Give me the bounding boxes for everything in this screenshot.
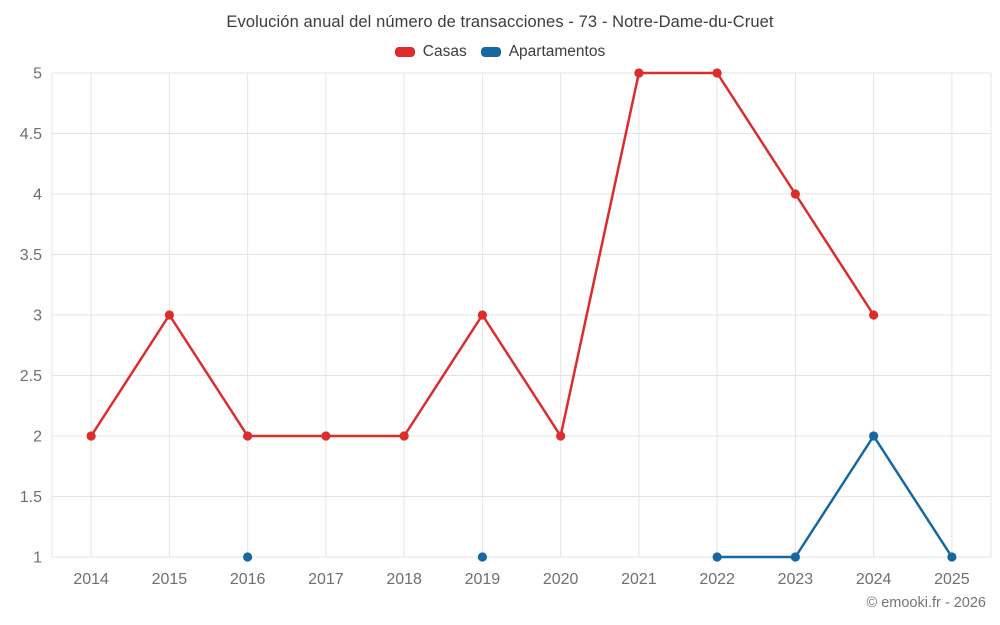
data-point-casas-2021[interactable] — [634, 68, 644, 78]
x-axis-label: 2025 — [934, 571, 970, 588]
data-point-casas-2023[interactable] — [790, 189, 800, 199]
legend-swatch-casas — [394, 47, 415, 57]
y-axis-label: 3 — [33, 308, 42, 325]
legend-item-apartamentos[interactable]: Apartamentos — [480, 43, 606, 61]
data-point-casas-2018[interactable] — [399, 431, 409, 441]
legend-label: Casas — [422, 43, 467, 60]
y-axis-label: 3.5 — [20, 247, 42, 264]
data-point-apartamentos-2025[interactable] — [947, 552, 957, 562]
y-axis-label: 4 — [33, 187, 42, 204]
data-point-casas-2024[interactable] — [869, 310, 879, 320]
data-point-apartamentos-2016[interactable] — [243, 552, 253, 562]
data-point-apartamentos-2023[interactable] — [790, 552, 800, 562]
data-point-casas-2017[interactable] — [321, 431, 331, 441]
data-point-casas-2016[interactable] — [243, 431, 253, 441]
data-point-casas-2020[interactable] — [556, 431, 566, 441]
data-point-apartamentos-2024[interactable] — [869, 431, 879, 441]
x-axis-label: 2020 — [543, 571, 579, 588]
series-line-apartamentos — [715, 434, 954, 559]
x-axis-label: 2021 — [621, 571, 657, 588]
x-axis-label: 2019 — [465, 571, 501, 588]
x-axis-label: 2014 — [73, 571, 109, 588]
y-axis-label: 1 — [33, 550, 42, 567]
legend-label: Apartamentos — [508, 43, 606, 60]
y-axis-label: 4.5 — [20, 126, 42, 143]
x-axis-label: 2024 — [856, 571, 892, 588]
legend-item-casas[interactable]: Casas — [394, 43, 467, 61]
y-axis-label: 2.5 — [20, 368, 42, 385]
x-axis-label: 2017 — [308, 571, 344, 588]
x-axis-label: 2015 — [152, 571, 188, 588]
y-axis-label: 5 — [33, 66, 42, 83]
y-axis-label: 2 — [33, 429, 42, 446]
x-axis-label: 2016 — [230, 571, 266, 588]
chart-title: Evolución anual del número de transaccio… — [226, 13, 774, 31]
x-axis-label: 2018 — [386, 571, 422, 588]
data-point-casas-2019[interactable] — [477, 310, 487, 320]
data-point-casas-2015[interactable] — [164, 310, 174, 320]
data-point-apartamentos-2019[interactable] — [477, 552, 487, 562]
legend: Casas Apartamentos — [0, 43, 1000, 61]
x-axis-label: 2023 — [778, 571, 814, 588]
x-axis-label: 2022 — [699, 571, 735, 588]
data-point-casas-2014[interactable] — [86, 431, 96, 441]
copyright: © emooki.fr - 2026 — [866, 595, 986, 611]
legend-swatch-apartamentos — [480, 47, 501, 57]
data-point-casas-2022[interactable] — [712, 68, 722, 78]
data-point-apartamentos-2022[interactable] — [712, 552, 722, 562]
y-axis-label: 1.5 — [20, 489, 42, 506]
